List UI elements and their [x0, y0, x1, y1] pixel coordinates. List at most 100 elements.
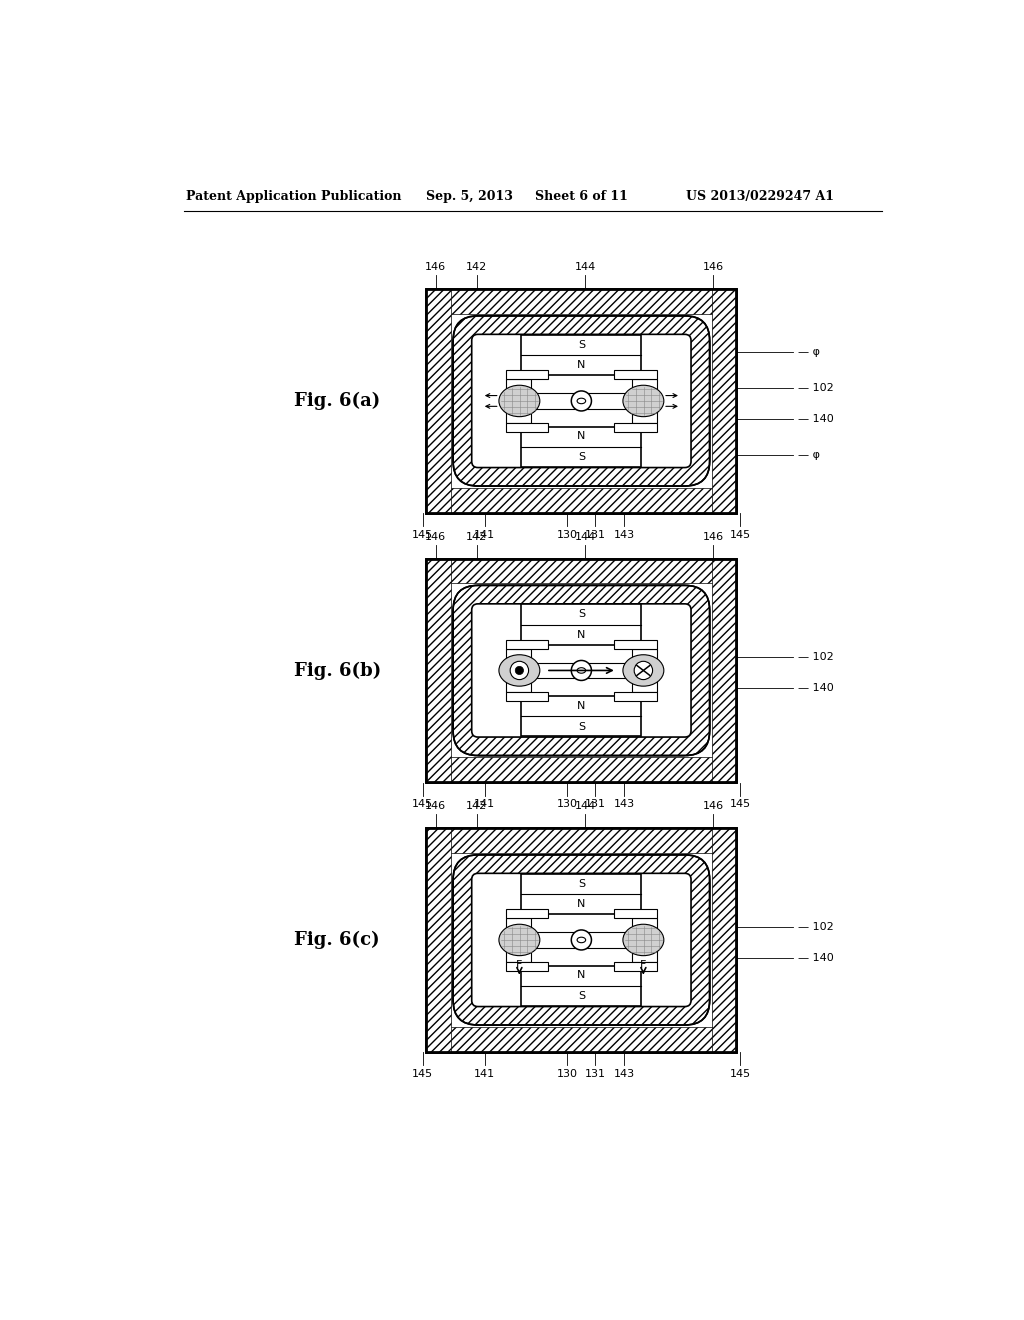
Bar [712, 558, 736, 781]
Bar [712, 289, 736, 512]
Bar [426, 558, 736, 583]
Bar [426, 829, 736, 1052]
Circle shape [571, 929, 592, 950]
Text: N: N [578, 701, 586, 711]
Bar [506, 919, 530, 932]
Bar [632, 919, 657, 932]
Text: Patent Application Publication: Patent Application Publication [186, 190, 401, 203]
Ellipse shape [499, 655, 540, 686]
Text: Fig. 6(b): Fig. 6(b) [294, 661, 381, 680]
Text: Sep. 5, 2013: Sep. 5, 2013 [426, 190, 513, 203]
Text: 130: 130 [557, 529, 578, 540]
FancyBboxPatch shape [453, 585, 710, 755]
Text: F: F [640, 960, 646, 970]
Bar [614, 692, 657, 701]
Bar [426, 558, 736, 781]
Text: S: S [578, 453, 585, 462]
Bar [426, 289, 736, 512]
Bar [506, 909, 549, 919]
Text: S: S [578, 722, 585, 731]
Text: — 140: — 140 [799, 684, 835, 693]
Ellipse shape [499, 924, 540, 956]
Bar [426, 558, 452, 781]
Bar [426, 488, 736, 512]
FancyBboxPatch shape [472, 874, 691, 1007]
Text: — φ: — φ [799, 347, 820, 356]
Bar [614, 909, 657, 919]
Ellipse shape [623, 385, 664, 417]
Bar [506, 678, 530, 692]
Circle shape [515, 667, 523, 675]
Bar [614, 422, 657, 432]
Text: 143: 143 [613, 529, 635, 540]
Text: US 2013/0229247 A1: US 2013/0229247 A1 [686, 190, 834, 203]
Bar [712, 829, 736, 1052]
Bar [506, 409, 530, 422]
Text: S: S [578, 339, 585, 350]
Text: 146: 146 [425, 532, 446, 543]
Text: 143: 143 [613, 799, 635, 809]
Text: 131: 131 [585, 529, 606, 540]
Bar [506, 370, 549, 379]
Bar [426, 1027, 736, 1052]
FancyBboxPatch shape [453, 315, 710, 486]
Text: Sheet 6 of 11: Sheet 6 of 11 [535, 190, 628, 203]
Text: S: S [578, 879, 585, 888]
Text: 145: 145 [730, 529, 751, 540]
Text: 144: 144 [574, 532, 596, 543]
Text: 142: 142 [466, 263, 487, 272]
Text: 146: 146 [702, 263, 724, 272]
Bar [506, 393, 657, 409]
Bar [426, 289, 736, 512]
Circle shape [571, 391, 592, 411]
Text: N: N [578, 360, 586, 371]
Bar [521, 966, 641, 1006]
Bar [426, 829, 452, 1052]
Bar [614, 370, 657, 379]
Circle shape [571, 660, 592, 681]
Bar [426, 289, 736, 314]
Ellipse shape [499, 385, 540, 417]
Bar [521, 605, 641, 644]
FancyBboxPatch shape [453, 855, 710, 1026]
Bar [521, 426, 641, 467]
Text: 146: 146 [425, 801, 446, 812]
Text: 143: 143 [613, 1069, 635, 1078]
Text: 145: 145 [412, 1069, 433, 1078]
Text: — 140: — 140 [799, 953, 835, 962]
Text: 141: 141 [474, 529, 495, 540]
Text: 141: 141 [474, 1069, 495, 1078]
Text: 131: 131 [585, 799, 606, 809]
Text: — 102: — 102 [799, 921, 835, 932]
Text: 130: 130 [557, 799, 578, 809]
Text: 146: 146 [425, 263, 446, 272]
Circle shape [510, 661, 528, 680]
Bar [521, 874, 641, 913]
Text: — 102: — 102 [799, 652, 835, 663]
Bar [506, 649, 530, 663]
Bar [632, 678, 657, 692]
FancyBboxPatch shape [472, 334, 691, 467]
FancyBboxPatch shape [453, 855, 710, 1026]
Bar [426, 829, 736, 1052]
FancyBboxPatch shape [472, 603, 691, 737]
Text: 145: 145 [412, 799, 433, 809]
Bar [506, 932, 657, 948]
Text: F: F [516, 960, 522, 970]
Text: N: N [578, 432, 586, 441]
Ellipse shape [578, 937, 586, 942]
Text: S: S [578, 991, 585, 1002]
Bar [521, 335, 641, 375]
Text: 144: 144 [574, 263, 596, 272]
Text: 145: 145 [730, 799, 751, 809]
Ellipse shape [578, 668, 586, 673]
Bar [506, 422, 549, 432]
Text: N: N [578, 630, 586, 640]
Bar [614, 961, 657, 970]
Bar [506, 663, 657, 678]
Bar [506, 379, 530, 393]
FancyBboxPatch shape [453, 315, 710, 486]
Text: 130: 130 [557, 1069, 578, 1078]
Text: Fig. 6(a): Fig. 6(a) [294, 392, 380, 411]
Bar [426, 758, 736, 781]
